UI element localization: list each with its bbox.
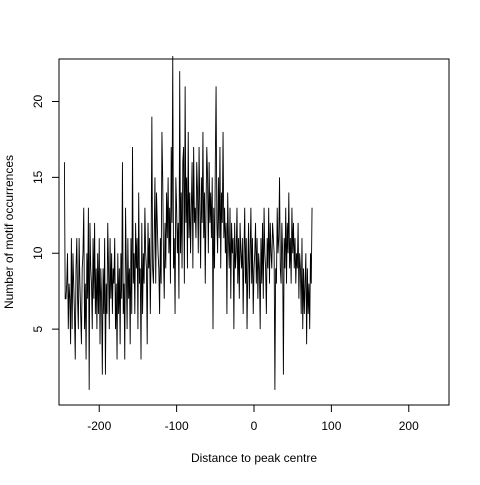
y-tick-label: 20 xyxy=(31,94,45,108)
y-axis: 5 10 15 20 xyxy=(31,94,60,332)
x-tick-label: 0 xyxy=(251,419,258,433)
y-tick-label: 10 xyxy=(31,246,45,260)
x-tick-label: 100 xyxy=(321,419,341,433)
x-tick-label: -100 xyxy=(165,419,189,433)
series-line xyxy=(63,55,313,390)
x-axis: -200 -100 0 100 200 xyxy=(87,404,419,433)
y-tick-label: 15 xyxy=(31,170,45,184)
y-axis-label: Number of motif occurrences xyxy=(2,155,16,309)
x-tick-label: -200 xyxy=(87,419,111,433)
series-layer xyxy=(63,55,313,390)
x-axis-label: Distance to peak centre xyxy=(191,451,317,465)
x-tick-label: 200 xyxy=(399,419,419,433)
y-tick-label: 5 xyxy=(31,325,45,332)
